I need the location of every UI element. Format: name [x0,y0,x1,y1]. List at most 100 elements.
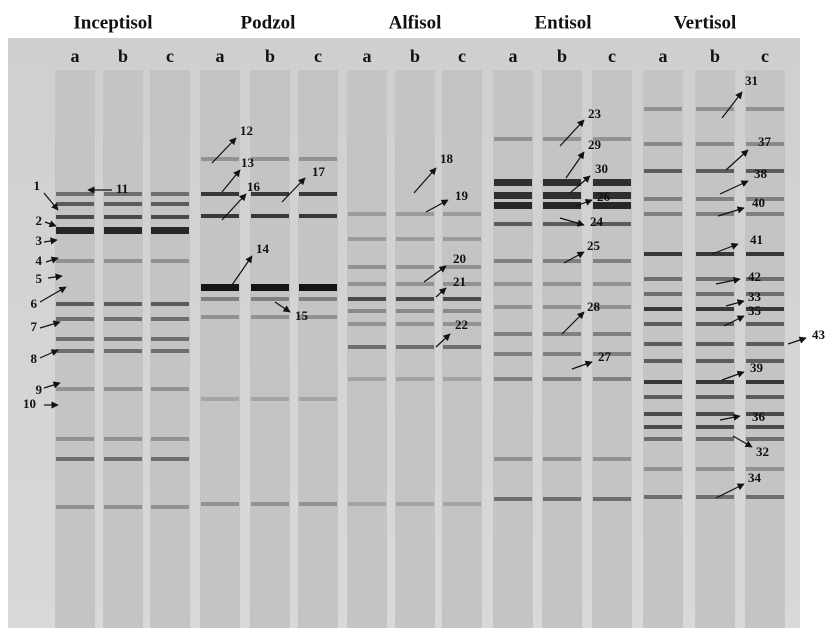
gel-band [494,332,532,336]
gel-band [644,197,682,201]
gel-band [696,467,734,471]
band-label: 18 [440,151,454,166]
gel-band [644,322,682,326]
gel-band [348,212,386,216]
gel-band [644,142,682,146]
gel-band [299,157,337,161]
gel-band [543,179,581,186]
band-label: 33 [748,289,762,304]
gel-band [396,297,434,301]
gel-band [396,309,434,313]
gel-band [396,377,434,381]
band-arrow [721,91,743,119]
gel-band [251,315,289,319]
band-arrow [721,370,745,381]
band-label: 43 [812,327,826,342]
band-arrow [221,193,247,221]
band-label: 5 [36,271,43,286]
gel-band [56,317,94,321]
gel-band [746,359,784,363]
gel-band [104,259,142,263]
gel-band [696,359,734,363]
band-arrow [231,255,253,286]
band-label: 42 [748,269,761,284]
gel-band [396,212,434,216]
band-label: 38 [754,166,768,181]
gel-band [251,297,289,301]
gel-band [543,457,581,461]
lane-label: a [509,46,518,66]
band-label: 4 [36,253,43,268]
gel-band [151,457,189,461]
gel-band [696,252,734,256]
gel-band [151,317,189,321]
band-arrow [723,315,745,327]
band-label: 1 [34,178,41,193]
soil-title: Vertisol [674,12,737,33]
gel-band [644,292,682,296]
gel-band [543,497,581,501]
gel-band [746,212,784,216]
gel-band [251,192,289,196]
gel-band [696,380,734,384]
gel-band [543,305,581,309]
gel-band [396,345,434,349]
gel-band [443,309,481,313]
gel-band [644,495,682,499]
gel-band [644,107,682,111]
band-arrow [39,349,59,359]
gel-band [644,437,682,441]
gel-band [494,202,532,209]
gel-band [348,265,386,269]
gel-band [696,107,734,111]
band-label: 23 [588,106,602,121]
band-label: 40 [752,195,765,210]
gel-band [593,282,631,286]
band-arrow [565,151,585,179]
gel-band [746,380,784,384]
band-arrow [715,276,741,285]
gel-band [56,215,94,219]
band-label: 11 [116,181,128,196]
gel-band [543,137,581,141]
gel-band [396,237,434,241]
gel-band [593,192,631,199]
lane-label: b [410,46,420,66]
band-arrow [425,199,449,213]
band-arrow [715,483,745,499]
gel-band [746,142,784,146]
gel-band [443,377,481,381]
band-label: 27 [598,349,612,364]
band-arrow [717,206,745,217]
gel-band [593,377,631,381]
gel-band [151,215,189,219]
gel-band [443,322,481,326]
band-arrow [423,265,447,283]
gel-band [251,284,289,291]
gel-band [696,277,734,281]
gel-band [644,359,682,363]
gel-band [396,322,434,326]
gel-lane [643,70,683,628]
gel-band [543,282,581,286]
gel-band [151,387,189,391]
gel-band [696,495,734,499]
gel-band [494,282,532,286]
gel-band [644,425,682,429]
gel-band [644,252,682,256]
gel-band [251,502,289,506]
band-arrow [47,273,63,281]
gel-band [696,437,734,441]
band-label: 30 [595,161,608,176]
band-label: 16 [247,179,261,194]
band-arrow [719,180,749,195]
gel-band [443,237,481,241]
gel-band [348,345,386,349]
gel-band [543,222,581,226]
gel-band [543,192,581,199]
band-arrow [711,242,739,255]
gel-band [151,227,189,234]
band-label: 3 [36,233,43,248]
band-arrow [43,381,61,389]
gel-band [443,297,481,301]
